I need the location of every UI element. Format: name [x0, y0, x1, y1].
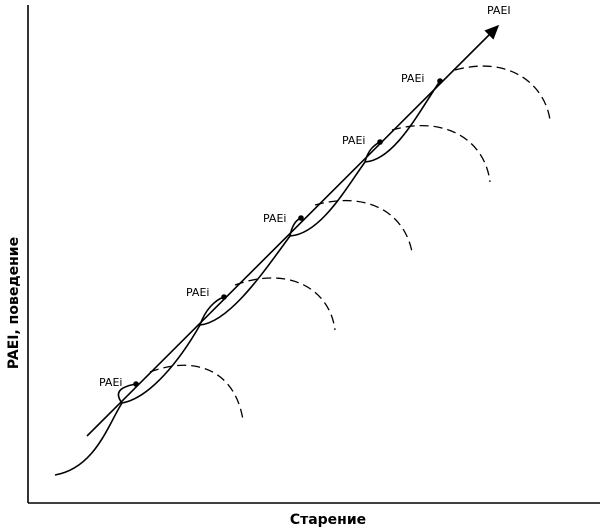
node-label: PAEi [401, 72, 424, 85]
node-dot [133, 381, 139, 387]
decline-arc [234, 277, 336, 331]
arrow-label: PAEI [487, 4, 511, 17]
node-label: PAEi [99, 376, 122, 389]
decline-arc [149, 364, 244, 421]
y-axis-label: PAEI, поведение [6, 237, 22, 369]
decline-arc [454, 65, 551, 121]
trend-arrow [86, 24, 500, 437]
node-dot [298, 215, 304, 221]
decline-arc [391, 125, 491, 183]
node-label: PAEi [342, 134, 365, 147]
stage-curve [117, 141, 381, 404]
node-dot [377, 139, 383, 145]
node-dot [221, 294, 227, 300]
node-label: PAEi [263, 212, 286, 225]
lifecycle-curve [54, 80, 441, 476]
node-dot [437, 78, 443, 84]
decline-arc [314, 200, 413, 253]
x-axis-label: Старение [290, 512, 366, 528]
node-label: PAEi [186, 286, 209, 299]
